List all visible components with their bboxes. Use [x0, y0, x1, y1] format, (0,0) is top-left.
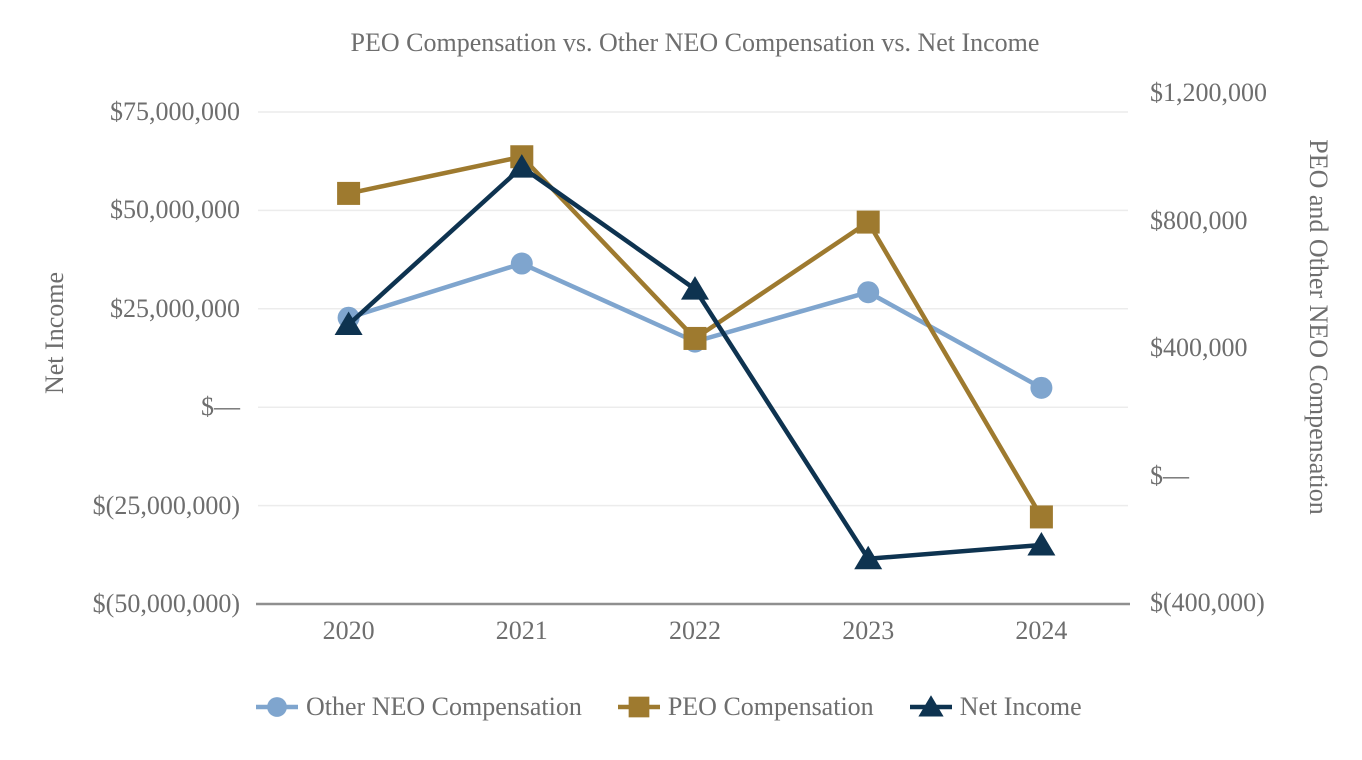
legend-label: Other NEO Compensation: [306, 692, 582, 721]
data-point-peo-compensation: [1029, 505, 1053, 529]
data-point-net-income: [507, 154, 536, 178]
legend-label: Net Income: [959, 692, 1082, 721]
left-axis-tick: $25,000,000: [110, 293, 240, 323]
right-axis-tick: $(400,000): [1150, 588, 1265, 617]
left-axis-tick: $(25,000,000): [92, 490, 240, 520]
right-axis-tick: $400,000: [1150, 333, 1248, 362]
legend-item-peo-compensation: PEO Compensation: [617, 692, 874, 722]
left-axis-tick: $50,000,000: [110, 195, 240, 225]
data-point-net-income: [334, 311, 363, 336]
legend-item-other-neo-compensation: Other NEO Compensation: [256, 692, 582, 722]
x-axis-tick: 2022: [669, 616, 721, 645]
left-axis-tick: $(50,000,000): [92, 589, 240, 618]
square-marker-icon: [617, 696, 660, 718]
x-axis-tick: 2024: [1015, 616, 1068, 645]
right-axis-tick: $—: [1150, 460, 1189, 490]
legend: Other NEO Compensation PEO Compensation Ne…: [256, 692, 1082, 722]
series-line-net-income: [347, 164, 1042, 561]
data-point-net-income: [1027, 531, 1056, 556]
data-point-net-income: [854, 545, 883, 570]
data-point-peo-compensation: [683, 326, 707, 350]
x-axis-tick: 2021: [495, 616, 548, 645]
circle-marker-icon: [256, 697, 298, 717]
triangle-marker-icon: [909, 695, 952, 717]
chart-title: PEO Compensation vs. Other NEO Compensat…: [350, 28, 1040, 57]
legend-label: PEO Compensation: [667, 692, 874, 721]
right-axis-tick: $1,200,000: [1150, 78, 1267, 107]
left-axis-tick: $—: [201, 392, 240, 422]
data-point-other-neo-compensation: [510, 252, 533, 275]
data-point-peo-compensation: [856, 210, 880, 234]
data-point-other-neo-compensation: [857, 281, 880, 304]
x-axis-tick: 2020: [322, 616, 375, 645]
data-point-other-neo-compensation: [1030, 376, 1053, 399]
right-axis-tick: $800,000: [1150, 205, 1248, 235]
left-axis-tick: $75,000,000: [110, 97, 240, 126]
data-point-net-income: [681, 276, 709, 300]
x-axis-tick: 2023: [842, 616, 895, 645]
data-point-peo-compensation: [337, 181, 361, 205]
legend-item-net-income: Net Income: [909, 692, 1082, 722]
